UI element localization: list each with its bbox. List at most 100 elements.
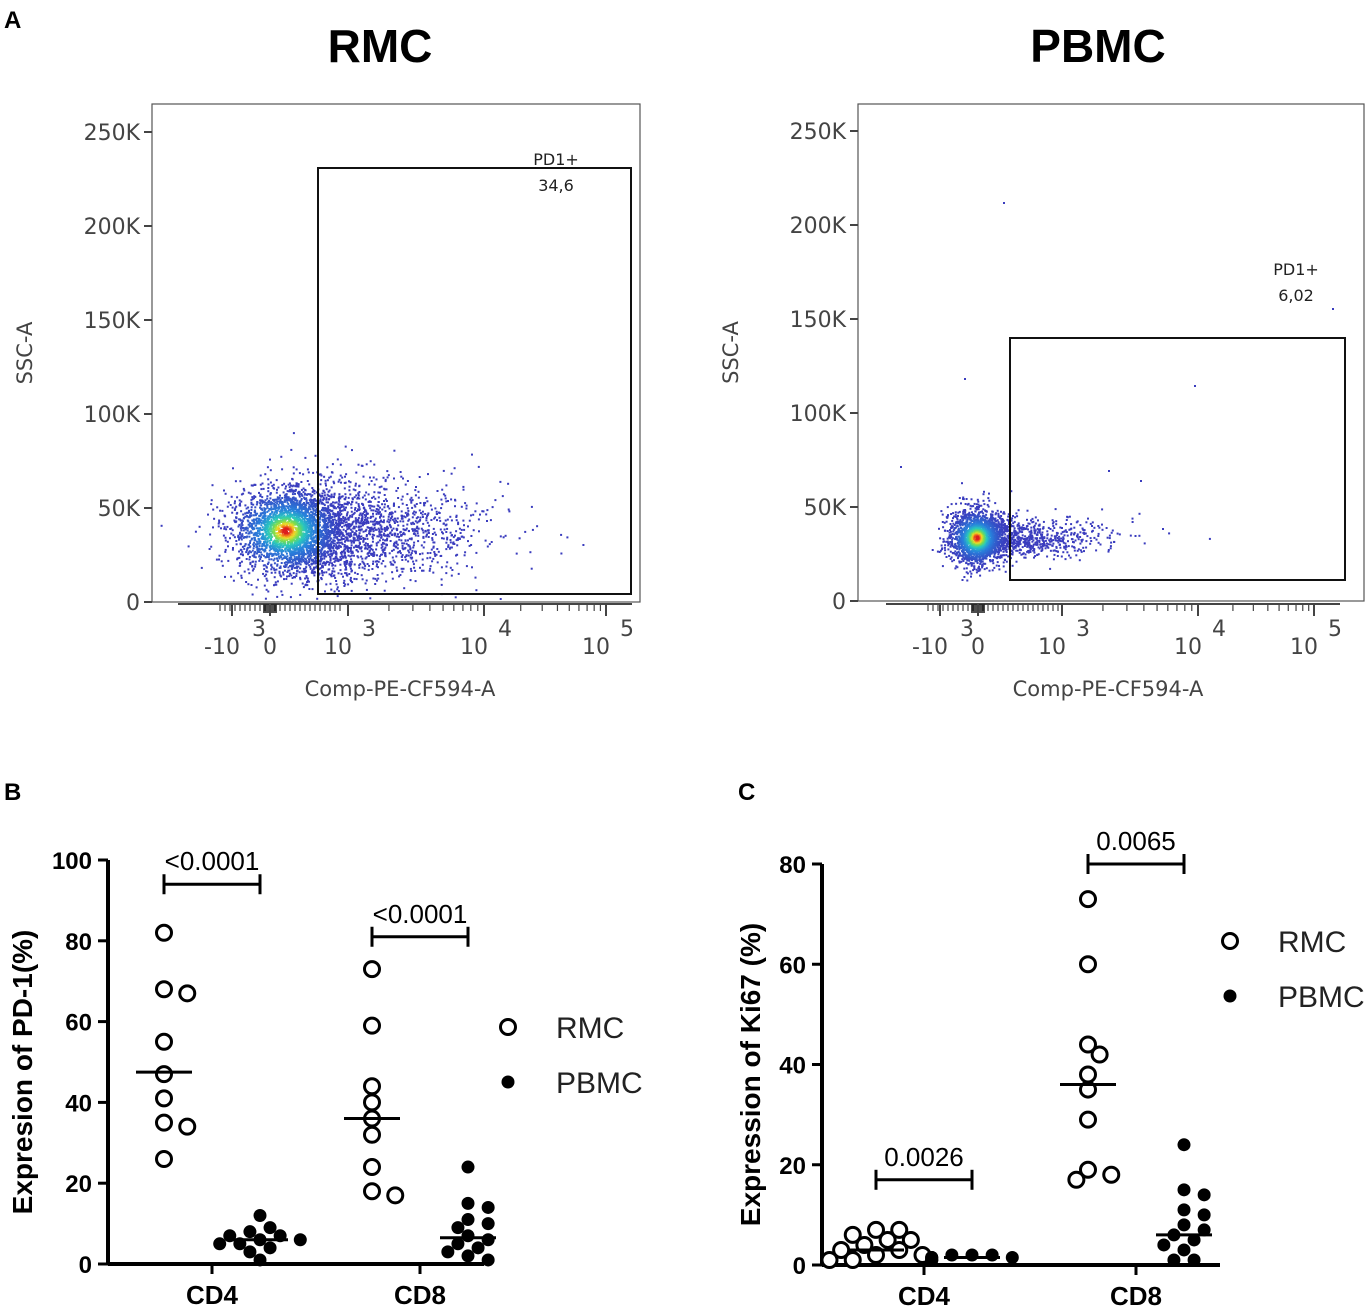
event-dot (329, 521, 332, 524)
event-dot (404, 511, 407, 514)
event-dot (290, 551, 293, 554)
event-dot (1021, 553, 1024, 556)
event-dot (1080, 540, 1083, 543)
event-dot (1097, 541, 1100, 544)
event-dot (404, 556, 407, 559)
event-dot (329, 475, 332, 478)
event-dot (958, 497, 961, 499)
event-dot (1080, 539, 1083, 542)
event-dot (384, 534, 386, 537)
event-dot (320, 577, 323, 579)
event-dot (962, 498, 965, 501)
event-dot (420, 527, 423, 530)
event-dot (293, 576, 296, 578)
event-dot (291, 508, 294, 511)
event-dot (267, 478, 270, 481)
event-dot (347, 517, 350, 520)
event-dot (303, 532, 306, 535)
event-dot (311, 549, 314, 552)
event-dot (268, 523, 271, 526)
event-dot (267, 519, 270, 522)
event-dot (314, 530, 317, 533)
event-dot (325, 571, 328, 574)
event-dot (272, 527, 275, 530)
event-dot (326, 537, 329, 540)
event-dot (299, 510, 301, 513)
event-dot (1010, 536, 1013, 539)
event-dot (379, 515, 382, 517)
event-dot (1012, 522, 1015, 525)
event-dot (275, 510, 278, 513)
event-dot (335, 501, 338, 504)
event-dot (452, 536, 455, 539)
event-dot (347, 532, 350, 535)
event-dot (336, 547, 339, 550)
event-dot (343, 498, 346, 500)
event-dot (344, 583, 347, 586)
event-dot (290, 539, 293, 542)
event-dot (335, 536, 338, 539)
event-dot (467, 540, 469, 543)
event-dot (262, 516, 265, 519)
event-dot (276, 523, 279, 526)
event-dot (279, 533, 282, 536)
event-dot (405, 504, 408, 506)
event-dot (226, 505, 229, 508)
event-dot (401, 559, 404, 561)
event-dot (259, 558, 262, 560)
event-dot (365, 535, 368, 538)
event-dot (410, 537, 413, 540)
event-dot (942, 538, 945, 541)
event-dot (970, 498, 973, 501)
event-dot (349, 561, 352, 564)
event-dot (297, 527, 300, 530)
event-dot (294, 561, 297, 564)
event-dot (305, 497, 308, 500)
event-dot (1089, 542, 1092, 545)
event-dot (1062, 536, 1065, 539)
event-dot (334, 526, 336, 529)
event-dot (1079, 531, 1082, 534)
event-dot (314, 566, 317, 569)
event-dot (305, 520, 308, 523)
event-dot (217, 522, 220, 525)
event-dot (377, 535, 380, 538)
event-dot (254, 556, 257, 559)
event-dot (294, 566, 296, 569)
event-dot (307, 520, 310, 523)
event-dot (291, 550, 294, 553)
event-dot (239, 564, 242, 567)
event-dot (429, 552, 432, 554)
event-dot (409, 579, 412, 582)
event-dot (986, 503, 989, 506)
event-dot (208, 548, 211, 550)
event-dot (292, 432, 295, 435)
event-dot (313, 566, 315, 569)
event-dot (392, 527, 395, 530)
event-dot (966, 503, 969, 506)
event-dot (1099, 543, 1102, 546)
event-dot (361, 515, 364, 518)
event-dot (1129, 534, 1132, 537)
event-dot (410, 522, 413, 525)
event-dot (373, 519, 376, 522)
event-dot (305, 563, 308, 566)
event-dot (271, 566, 274, 569)
event-dot (280, 517, 283, 520)
event-dot (440, 566, 443, 569)
event-dot (327, 505, 330, 508)
event-dot (253, 527, 256, 530)
event-dot (375, 522, 378, 524)
event-dot (321, 513, 324, 516)
event-dot (237, 525, 240, 528)
event-dot (289, 506, 292, 509)
event-dot (441, 503, 444, 506)
event-dot (474, 576, 477, 579)
event-dot (372, 551, 375, 554)
event-dot (1034, 555, 1037, 558)
event-dot (367, 522, 370, 524)
event-dot (315, 565, 318, 568)
event-dot (374, 517, 377, 520)
event-dot (264, 545, 267, 548)
event-dot (1073, 526, 1076, 529)
